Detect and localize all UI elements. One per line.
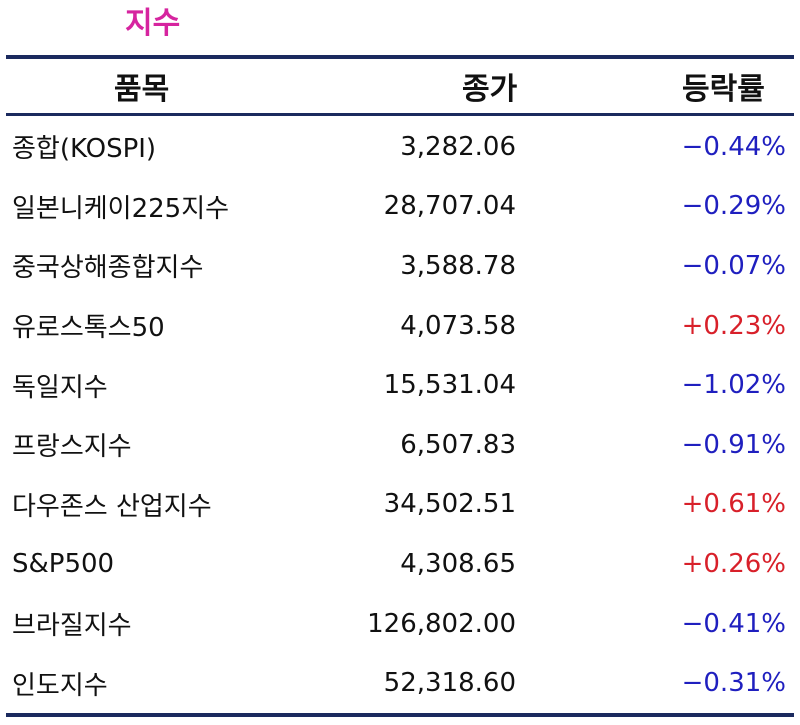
closing-price: 6,507.83 xyxy=(400,429,516,460)
closing-price: 4,073.58 xyxy=(400,310,516,341)
index-name: S&P500 xyxy=(12,548,115,579)
change-rate: −0.31% xyxy=(681,668,786,699)
index-name: 프랑스지수 xyxy=(12,432,132,463)
header-change: 등락률 xyxy=(682,72,765,107)
table-row: 종합(KOSPI) 3,282.06 −0.44% xyxy=(6,117,794,177)
header-name: 품목 xyxy=(114,72,170,107)
closing-price: 4,308.65 xyxy=(400,548,516,579)
change-rate: +0.61% xyxy=(681,489,786,520)
table-row: 유로스톡스50 4,073.58 +0.23% xyxy=(6,296,794,356)
index-name: 중국상해종합지수 xyxy=(12,253,204,284)
closing-price: 34,502.51 xyxy=(383,489,516,520)
change-rate: −0.07% xyxy=(681,250,786,281)
table-row: 인도지수 52,318.60 −0.31% xyxy=(6,653,794,713)
bottom-rule xyxy=(6,713,794,717)
change-rate: +0.23% xyxy=(681,310,786,341)
header-rule xyxy=(6,113,794,116)
closing-price: 3,282.06 xyxy=(400,131,516,162)
table-row: 일본니케이225지수 28,707.04 −0.29% xyxy=(6,177,794,237)
change-rate: −0.44% xyxy=(681,131,786,162)
header-price: 종가 xyxy=(462,72,518,107)
change-rate: −0.41% xyxy=(681,608,786,639)
closing-price: 15,531.04 xyxy=(383,370,516,401)
index-name: 종합(KOSPI) xyxy=(12,134,157,165)
table-row: 중국상해종합지수 3,588.78 −0.07% xyxy=(6,236,794,296)
closing-price: 52,318.60 xyxy=(383,668,516,699)
table-row: 프랑스지수 6,507.83 −0.91% xyxy=(6,415,794,475)
table-row: S&P500 4,308.65 +0.26% xyxy=(6,534,794,594)
table-row: 독일지수 15,531.04 −1.02% xyxy=(6,355,794,415)
closing-price: 28,707.04 xyxy=(383,191,516,222)
change-rate: −1.02% xyxy=(681,370,786,401)
table-title: 지수 xyxy=(125,6,181,41)
table-header: 품목 종가 등락률 xyxy=(6,59,794,113)
closing-price: 3,588.78 xyxy=(400,250,516,281)
index-name: 일본니케이225지수 xyxy=(12,193,230,224)
table-row: 브라질지수 126,802.00 −0.41% xyxy=(6,594,794,654)
change-rate: +0.26% xyxy=(681,548,786,579)
index-name: 인도지수 xyxy=(12,670,108,701)
closing-price: 126,802.00 xyxy=(367,608,516,639)
table-body: 종합(KOSPI) 3,282.06 −0.44% 일본니케이225지수 28,… xyxy=(6,117,794,713)
table-row: 다우존스 산업지수 34,502.51 +0.61% xyxy=(6,475,794,535)
top-rule xyxy=(6,55,794,59)
index-name: 유로스톡스50 xyxy=(12,313,165,344)
index-name: 브라질지수 xyxy=(12,611,132,642)
change-rate: −0.29% xyxy=(681,191,786,222)
index-name: 독일지수 xyxy=(12,372,108,403)
change-rate: −0.91% xyxy=(681,429,786,460)
index-name: 다우존스 산업지수 xyxy=(12,491,212,522)
